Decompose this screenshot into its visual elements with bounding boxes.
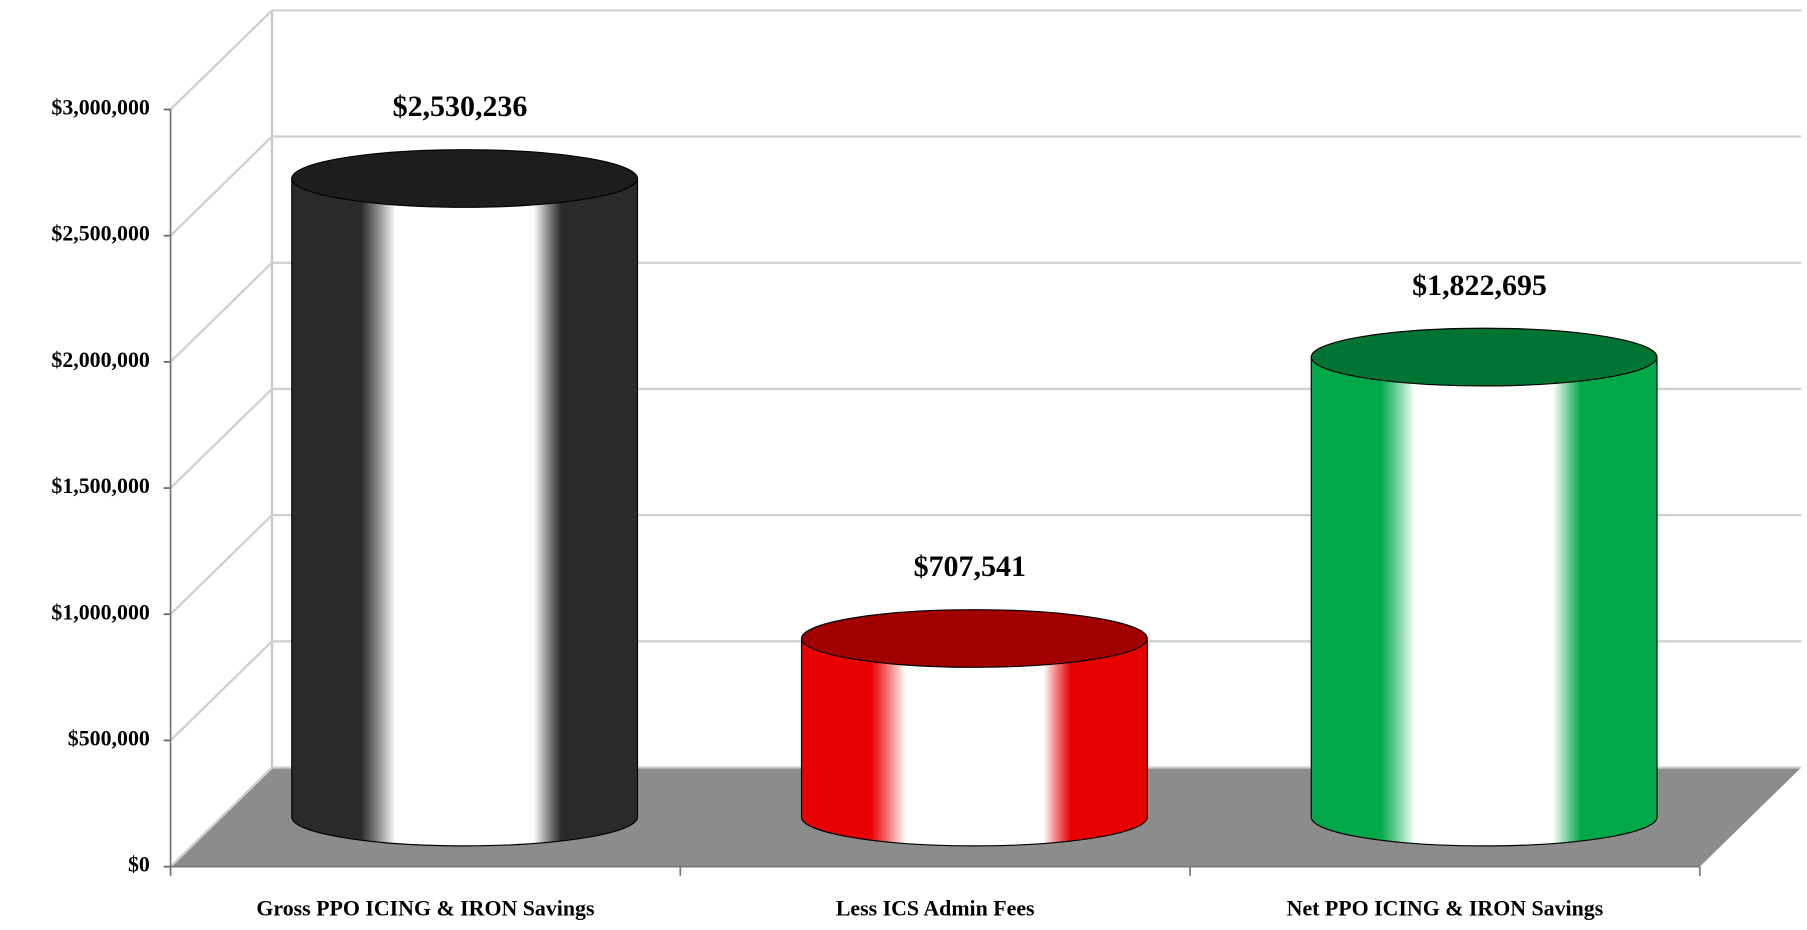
cylinder bbox=[291, 149, 639, 847]
y-tick-label: $1,000,000 bbox=[51, 599, 150, 624]
x-tick-label: Gross PPO ICING & IRON Savings bbox=[256, 895, 594, 920]
y-tick-label: $2,000,000 bbox=[51, 347, 150, 372]
y-tick-label: $3,000,000 bbox=[51, 95, 150, 120]
side-grid-line bbox=[169, 388, 273, 489]
y-tick-label: $0 bbox=[128, 852, 150, 877]
y-tick-label: $1,500,000 bbox=[51, 473, 150, 498]
value-label: $707,541 bbox=[914, 550, 1026, 583]
value-label: $1,822,695 bbox=[1412, 269, 1547, 302]
cylinder-top bbox=[291, 149, 639, 208]
side-grid-line bbox=[169, 640, 273, 742]
side-grid-line bbox=[169, 261, 273, 363]
cylinder-shine bbox=[291, 177, 639, 847]
side-grid-line bbox=[169, 135, 273, 237]
y-tick-label: $2,500,000 bbox=[51, 221, 150, 246]
cylinder-top bbox=[1310, 327, 1658, 387]
side-grid-line bbox=[169, 514, 273, 616]
cylinder-shine bbox=[1310, 356, 1658, 847]
x-tick-label: Net PPO ICING & IRON Savings bbox=[1287, 895, 1604, 920]
cylinder bbox=[1310, 327, 1658, 847]
y-tick-label: $500,000 bbox=[68, 725, 150, 750]
value-label: $2,530,236 bbox=[393, 90, 528, 123]
cylinder-top-shade bbox=[801, 609, 1148, 668]
side-grid-line bbox=[169, 766, 273, 868]
side-grid-line bbox=[169, 9, 273, 111]
cylinder-top bbox=[800, 609, 1148, 668]
cylinder-top-shade bbox=[291, 149, 638, 208]
cylinder-top-shade bbox=[1311, 328, 1657, 386]
x-tick-label: Less ICS Admin Fees bbox=[836, 895, 1035, 920]
cylinder-shine bbox=[800, 637, 1148, 847]
cylinder bbox=[800, 609, 1148, 847]
